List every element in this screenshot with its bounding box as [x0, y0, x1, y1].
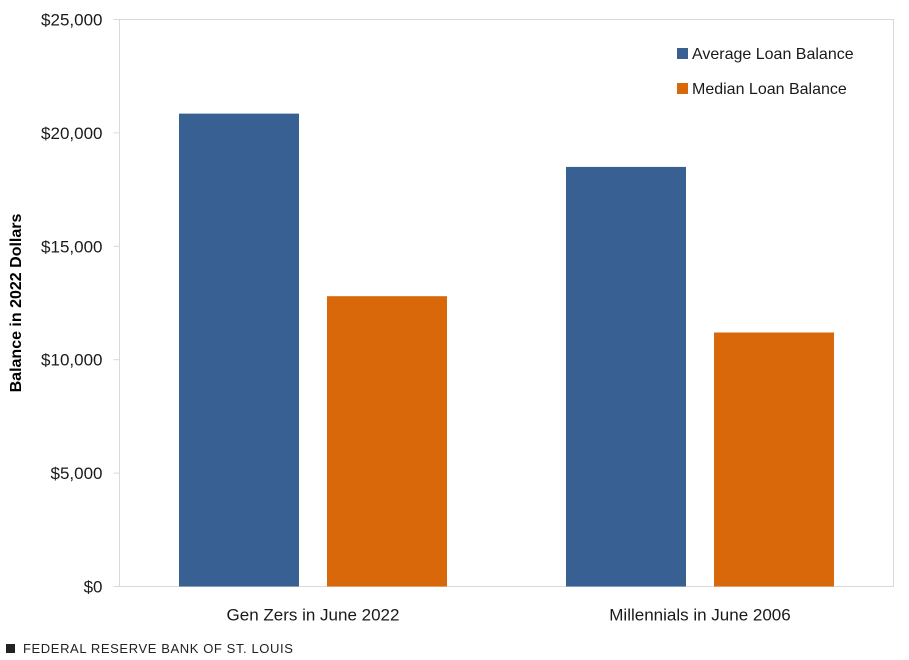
- bar-chart: $0 $5,000 $10,000 $15,000 $20,000 $25,000 Gen…: [8, 11, 894, 625]
- bars: [179, 113, 834, 587]
- source-footer: FEDERAL RESERVE BANK OF ST. LOUIS: [6, 641, 293, 656]
- y-tick-label: $15,000: [41, 237, 102, 256]
- legend-swatch: [677, 48, 688, 59]
- y-tick-label: $5,000: [51, 464, 103, 483]
- y-tick-label: $25,000: [41, 11, 102, 30]
- footer-source-text: FEDERAL RESERVE BANK OF ST. LOUIS: [23, 641, 294, 656]
- legend: Average Loan Balance Median Loan Balance: [677, 46, 854, 98]
- x-category-label: Gen Zers in June 2022: [227, 606, 400, 625]
- x-axis-categories: Gen Zers in June 2022 Millennials in June…: [227, 606, 791, 625]
- y-tick-label: $10,000: [41, 351, 102, 370]
- plot-area-frame: [119, 19, 894, 587]
- legend-label: Average Loan Balance: [692, 46, 854, 63]
- y-axis-ticks: $0 $5,000 $10,000 $15,000 $20,000 $25,000: [41, 11, 120, 597]
- y-tick-label: $20,000: [41, 124, 102, 143]
- y-tick-label: $0: [84, 578, 103, 597]
- bar-median-0: [327, 296, 447, 587]
- y-axis-title: Balance in 2022 Dollars: [8, 214, 25, 393]
- bar-average-0: [179, 113, 299, 587]
- bar-median-1: [714, 332, 834, 587]
- legend-swatch: [677, 83, 688, 94]
- x-category-label: Millennials in June 2006: [609, 606, 790, 625]
- legend-label: Median Loan Balance: [692, 81, 847, 98]
- footer-square-icon: [6, 644, 15, 653]
- bar-average-1: [566, 166, 686, 587]
